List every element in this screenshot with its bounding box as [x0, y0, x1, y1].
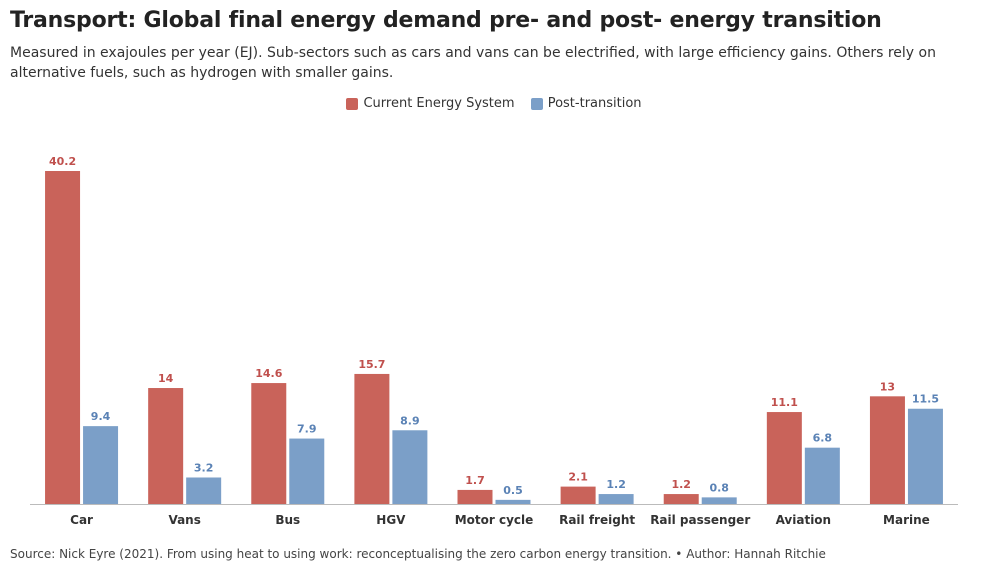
bar-post [289, 438, 325, 504]
data-label-post: 6.8 [813, 432, 833, 445]
bar-post [907, 408, 943, 504]
bar-post [701, 497, 737, 504]
legend-swatch-current [346, 97, 359, 110]
x-tick-label: Marine [883, 513, 930, 527]
data-label-current: 11.1 [771, 396, 798, 409]
data-label-post: 11.5 [912, 393, 939, 406]
x-tick-label: Bus [275, 513, 300, 527]
x-tick-label: Motor cycle [455, 513, 534, 527]
data-label-post: 0.8 [709, 481, 729, 494]
x-tick-label: Rail passenger [650, 513, 750, 527]
data-label-post: 0.5 [503, 484, 523, 497]
data-label-current: 15.7 [358, 358, 385, 371]
data-label-post: 8.9 [400, 414, 420, 427]
chart-subtitle: Measured in exajoules per year (EJ). Sub… [10, 45, 936, 81]
x-tick-label: Aviation [776, 513, 832, 527]
data-label-current: 13 [880, 380, 895, 393]
bar-current [148, 388, 184, 504]
legend-item-current: Current Energy System [346, 96, 515, 111]
x-tick-label: Car [70, 513, 93, 527]
data-label-post: 1.2 [606, 478, 626, 491]
data-label-current: 14.6 [255, 367, 282, 380]
bar-current [663, 494, 699, 504]
bar-current [354, 373, 390, 504]
data-label-post: 9.4 [91, 410, 111, 423]
bar-post [804, 447, 840, 504]
x-tick-label: HGV [376, 513, 406, 527]
data-label-current: 1.7 [465, 474, 485, 487]
legend: Current Energy System Post-transition [0, 96, 988, 114]
bar-current [869, 396, 905, 504]
legend-item-post: Post-transition [530, 96, 642, 111]
data-label-current: 1.2 [671, 478, 691, 491]
chart-title: Transport: Global final energy demand pr… [10, 8, 882, 33]
x-tick-label: Rail freight [559, 513, 635, 527]
bar-current [45, 171, 81, 504]
bar-post [495, 499, 531, 504]
legend-swatch-post [530, 97, 543, 110]
legend-label-post: Post-transition [547, 96, 642, 111]
bar-current [766, 412, 802, 504]
data-label-current: 14 [158, 372, 174, 385]
bar-post [598, 494, 634, 504]
data-label-current: 2.1 [568, 471, 588, 484]
bar-chart: 40.2 9.4 Car 14 3.2 Vans 14.6 7.9 Bus 15.7 8.9 HGV 1… [30, 155, 958, 527]
source-note: Source: Nick Eyre (2021). From using hea… [10, 547, 826, 561]
bar-post [83, 426, 119, 504]
bar-current [251, 383, 287, 504]
bar-post [186, 477, 222, 504]
x-tick-label: Vans [168, 513, 200, 527]
data-label-current: 40.2 [49, 155, 76, 168]
data-label-post: 7.9 [297, 423, 317, 436]
legend-label-current: Current Energy System [363, 96, 515, 111]
bar-post [392, 430, 428, 504]
bar-current [560, 486, 596, 504]
data-label-post: 3.2 [194, 461, 214, 474]
bar-current [457, 489, 493, 504]
